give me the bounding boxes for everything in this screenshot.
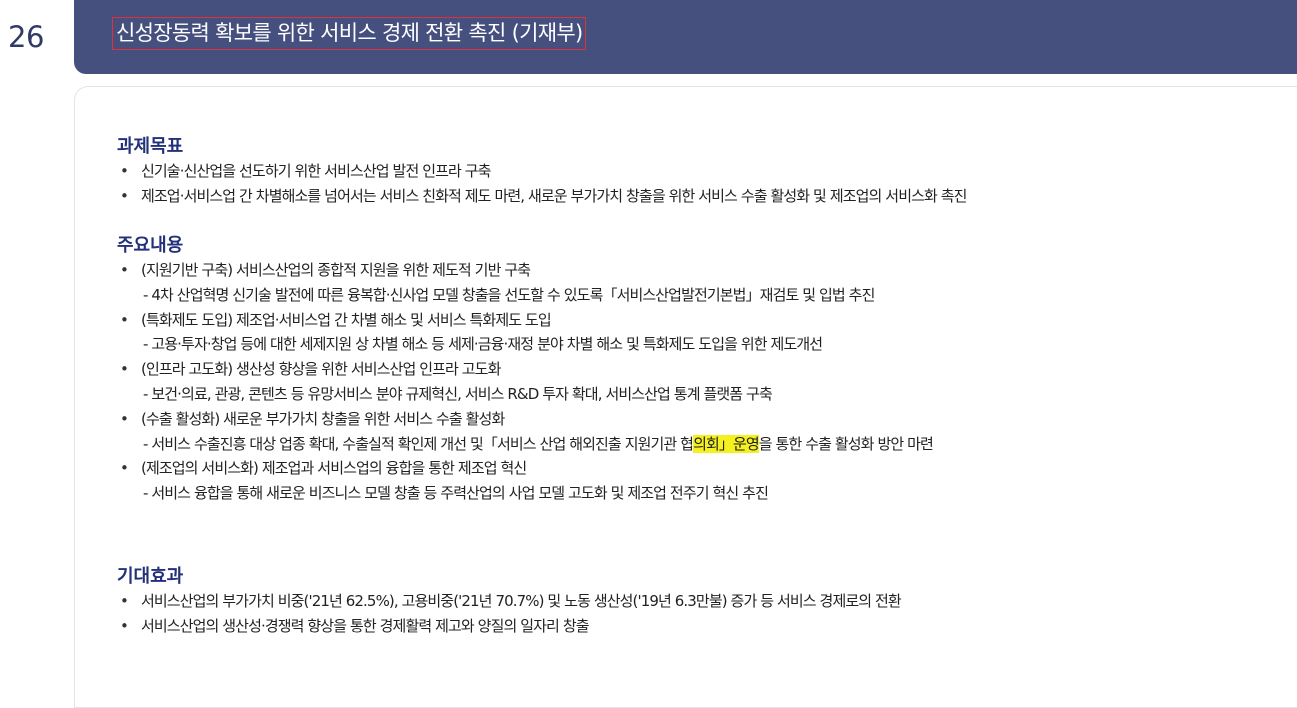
bullet-icon: • [120,261,129,279]
content-sub-text: - 보건·의료, 관광, 콘텐츠 등 유망서비스 분야 규제혁신, 서비스 R&… [143,384,773,403]
bullet-icon: • [120,616,129,635]
content-main-text: (인프라 고도화) 생산성 향상을 위한 서비스산업 인프라 고도화 [141,360,501,379]
item-number: 26 [8,20,44,54]
content-main-text: (특화제도 도입) 제조업·서비스업 간 차별 해소 및 서비스 특화제도 도입 [141,310,552,329]
content-main-text: (지원기반 구축) 서비스산업의 종합적 지원을 위한 제도적 기반 구축 [141,261,531,279]
highlighted-text: 의회」운영 [693,434,760,453]
content-item: • (제조업의 서비스화) 제조업과 서비스업의 융합을 통한 제조업 혁신 [117,456,933,481]
effect-item: • 서비스산업의 부가가치 비중('21년 62.5%), 고용비중('21년 … [117,589,902,614]
contents-heading: 주요내용 [117,235,184,256]
content-main-text: (수출 활성화) 새로운 부가가치 창출을 위한 서비스 수출 활성화 [141,409,505,428]
content-sub-text: - 서비스 수출진흥 대상 업종 확대, 수출실적 확인제 개선 및「서비스 산… [117,432,934,457]
effects-section: 기대효과 • 서비스산업의 부가가치 비중('21년 62.5%), 고용비중(… [117,565,902,639]
bullet-icon: • [120,360,129,379]
bullet-icon: • [120,162,129,180]
goal-text: 제조업·서비스업 간 차별해소를 넘어서는 서비스 친화적 제도 마련, 새로운… [141,186,967,205]
sub-text-after: 을 통한 수출 활성화 방안 마련 [758,434,934,453]
goal-text: 신기술·신산업을 선도하기 위한 서비스산업 발전 인프라 구축 [141,162,491,180]
effect-text: 서비스산업의 부가가치 비중('21년 62.5%), 고용비중('21년 70… [141,592,902,610]
content-sub-text: - 4차 산업혁명 신기술 발전에 따른 융복합·신사업 모델 창출을 선도할 … [143,285,875,304]
content-item: • (인프라 고도화) 생산성 향상을 위한 서비스산업 인프라 고도화 [117,357,933,382]
effect-item: • 서비스산업의 생산성·경쟁력 향상을 통한 경제활력 제고와 양질의 일자리… [117,614,901,639]
bullet-icon: • [120,310,129,329]
bullet-icon: • [120,186,129,205]
bullet-icon: • [120,459,129,478]
content-sub-text: - 서비스 융합을 통해 새로운 비즈니스 모델 창출 등 주력산업의 사업 모… [143,484,769,503]
bullet-icon: • [120,409,129,428]
goal-item: • 신기술·신산업을 선도하기 위한 서비스산업 발전 인프라 구축 [117,159,967,184]
content-main-text: (제조업의 서비스화) 제조업과 서비스업의 융합을 통한 제조업 혁신 [141,459,527,478]
sub-text-before: - 서비스 수출진흥 대상 업종 확대, 수출실적 확인제 개선 및「서비스 산… [143,434,694,453]
goal-item: • 제조업·서비스업 간 차별해소를 넘어서는 서비스 친화적 제도 마련, 새… [117,184,967,209]
contents-section: 주요내용 • (지원기반 구축) 서비스산업의 종합적 지원을 위한 제도적 기… [117,234,934,506]
content-item: • (수출 활성화) 새로운 부가가치 창출을 위한 서비스 수출 활성화 [117,407,933,432]
goals-section: 과제목표 • 신기술·신산업을 선도하기 위한 서비스산업 발전 인프라 구축 … [117,135,967,209]
content-item: • (특화제도 도입) 제조업·서비스업 간 차별 해소 및 서비스 특화제도 … [117,308,933,333]
effect-text: 서비스산업의 생산성·경쟁력 향상을 통한 경제활력 제고와 양질의 일자리 창… [141,616,590,635]
content-item: • (지원기반 구축) 서비스산업의 종합적 지원을 위한 제도적 기반 구축 [117,258,933,283]
content-sub-text: - 고용·투자·창업 등에 대한 세제지원 상 차별 해소 등 세제·금융·재정… [143,335,823,354]
bullet-icon: • [120,592,129,610]
page-title: 신성장동력 확보를 위한 서비스 경제 전환 촉진 (기재부) [112,17,587,50]
goals-heading: 과제목표 [117,136,184,157]
title-banner: 신성장동력 확보를 위한 서비스 경제 전환 촉진 (기재부) [74,0,1297,74]
content-card: 과제목표 • 신기술·신산업을 선도하기 위한 서비스산업 발전 인프라 구축 … [74,86,1297,708]
effects-heading: 기대효과 [117,566,184,587]
